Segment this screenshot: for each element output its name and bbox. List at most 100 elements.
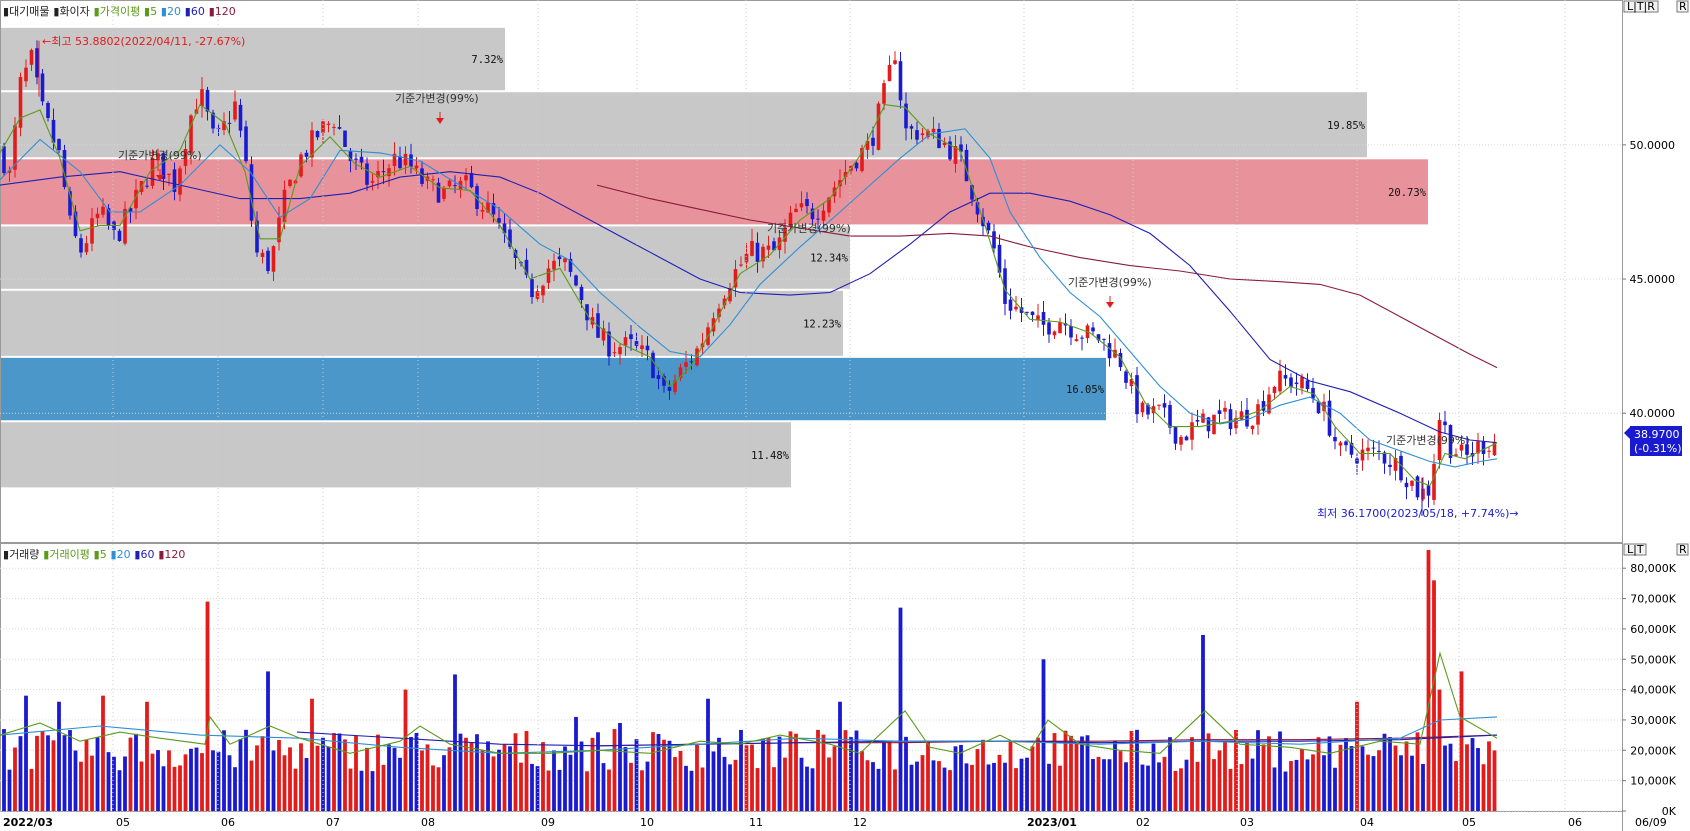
volume-bar <box>1261 744 1266 811</box>
candle-body <box>1206 417 1211 432</box>
candle-body <box>68 191 72 216</box>
supply-band <box>1 357 1106 421</box>
candle-body <box>992 231 996 249</box>
volume-bar <box>684 765 688 811</box>
volume-bar <box>112 756 116 811</box>
candle-body <box>1250 425 1255 430</box>
volume-bar <box>1173 770 1178 811</box>
volume-bar <box>1008 741 1013 811</box>
legend-marker: ▮ <box>107 548 117 561</box>
volume-bar <box>1327 736 1332 811</box>
volume-bar <box>508 746 512 811</box>
panel-scale-buttons[interactable] <box>1623 0 1659 13</box>
candle-body <box>717 308 721 317</box>
candle-body <box>365 163 369 185</box>
volume-bar <box>739 729 743 811</box>
volume-bar <box>893 769 897 811</box>
volume-bar <box>172 766 177 811</box>
volume-bar <box>233 767 237 811</box>
candle-body <box>1465 444 1469 455</box>
volume-bar <box>392 747 397 811</box>
volume-bar <box>128 737 133 811</box>
volume-bar <box>964 763 969 811</box>
volume-bar <box>1047 763 1051 811</box>
volume-bar <box>491 756 496 811</box>
candle-body <box>24 67 28 82</box>
volume-bar <box>431 765 435 811</box>
supply-band-percent: 12.23% <box>803 318 842 330</box>
candle-body <box>755 242 760 262</box>
candle-body <box>376 171 380 178</box>
volume-bar <box>876 768 881 811</box>
candle-body <box>249 164 254 221</box>
volume-bar <box>194 747 199 811</box>
volume-bar <box>321 737 325 811</box>
candle-body <box>1140 402 1145 413</box>
volume-bar <box>332 733 336 811</box>
candle-body <box>1135 375 1139 415</box>
candle-body <box>464 175 468 181</box>
candle-body <box>1118 352 1123 368</box>
candle-body <box>1437 420 1442 461</box>
candle-body <box>838 180 842 187</box>
volume-bar <box>409 736 413 811</box>
volume-bar <box>1157 762 1161 811</box>
volume-bar <box>139 761 144 811</box>
candle-body <box>887 65 892 82</box>
candle-body <box>211 112 215 129</box>
candle-body <box>255 220 259 253</box>
candle-body <box>981 216 985 227</box>
volume-bar <box>486 741 490 811</box>
volume-bar <box>1426 550 1431 811</box>
volume-bar <box>106 752 111 811</box>
volume-bar <box>651 732 655 811</box>
volume-bar <box>420 750 424 811</box>
candle-body <box>1173 427 1178 444</box>
candle-body <box>1349 442 1354 455</box>
volume-bar <box>370 771 375 811</box>
ma20-line <box>0 128 1498 468</box>
volume-bar <box>843 730 848 811</box>
candle-body <box>447 180 452 187</box>
supply-band <box>1 422 791 488</box>
base-change-label: 기준가변경(99%) <box>767 222 851 235</box>
candle-body <box>986 222 991 231</box>
candle-body <box>651 352 655 379</box>
volume-tick-label: 30,000K <box>1630 714 1676 727</box>
volume-bar <box>1063 730 1068 811</box>
volume-bar <box>1091 759 1095 811</box>
volume-bar <box>1003 762 1007 811</box>
candle-body <box>1129 379 1134 387</box>
volume-tick-label: 60,000K <box>1630 623 1676 636</box>
volume-bar <box>629 762 633 811</box>
supply-bands: 7.32% 19.85% 20.73% 12.34% 12.23% 16.05% 11.48… <box>1 27 1428 488</box>
date-tick-label: 06/09 <box>1635 816 1667 829</box>
candle-body <box>2 146 6 174</box>
volume-scale-buttons[interactable] <box>1623 543 1647 556</box>
candle-body <box>1454 454 1458 456</box>
volume-bar <box>29 768 34 811</box>
candle-body <box>667 386 672 391</box>
candle-body <box>1300 376 1304 389</box>
volume-bar <box>601 763 606 811</box>
candle-body <box>1261 401 1266 411</box>
volume-bar <box>51 740 56 811</box>
volume-bar <box>277 739 281 811</box>
candle-body <box>612 352 617 354</box>
candle-body <box>62 150 67 188</box>
volume-bar <box>992 762 996 811</box>
panel-right-button[interactable] <box>1676 0 1689 13</box>
supply-band <box>1 27 505 91</box>
volume-bar <box>189 748 193 811</box>
candle-body <box>915 130 919 140</box>
candle-body <box>623 337 628 346</box>
supply-band <box>1 290 843 356</box>
volume-bar <box>1250 758 1255 811</box>
volume-right-button[interactable] <box>1676 543 1689 556</box>
legend-marker: ▮ <box>90 548 100 561</box>
candle-body <box>673 380 677 392</box>
date-tick-label: 10 <box>640 816 654 829</box>
candle-body <box>1382 452 1387 464</box>
volume-bar <box>552 750 556 811</box>
